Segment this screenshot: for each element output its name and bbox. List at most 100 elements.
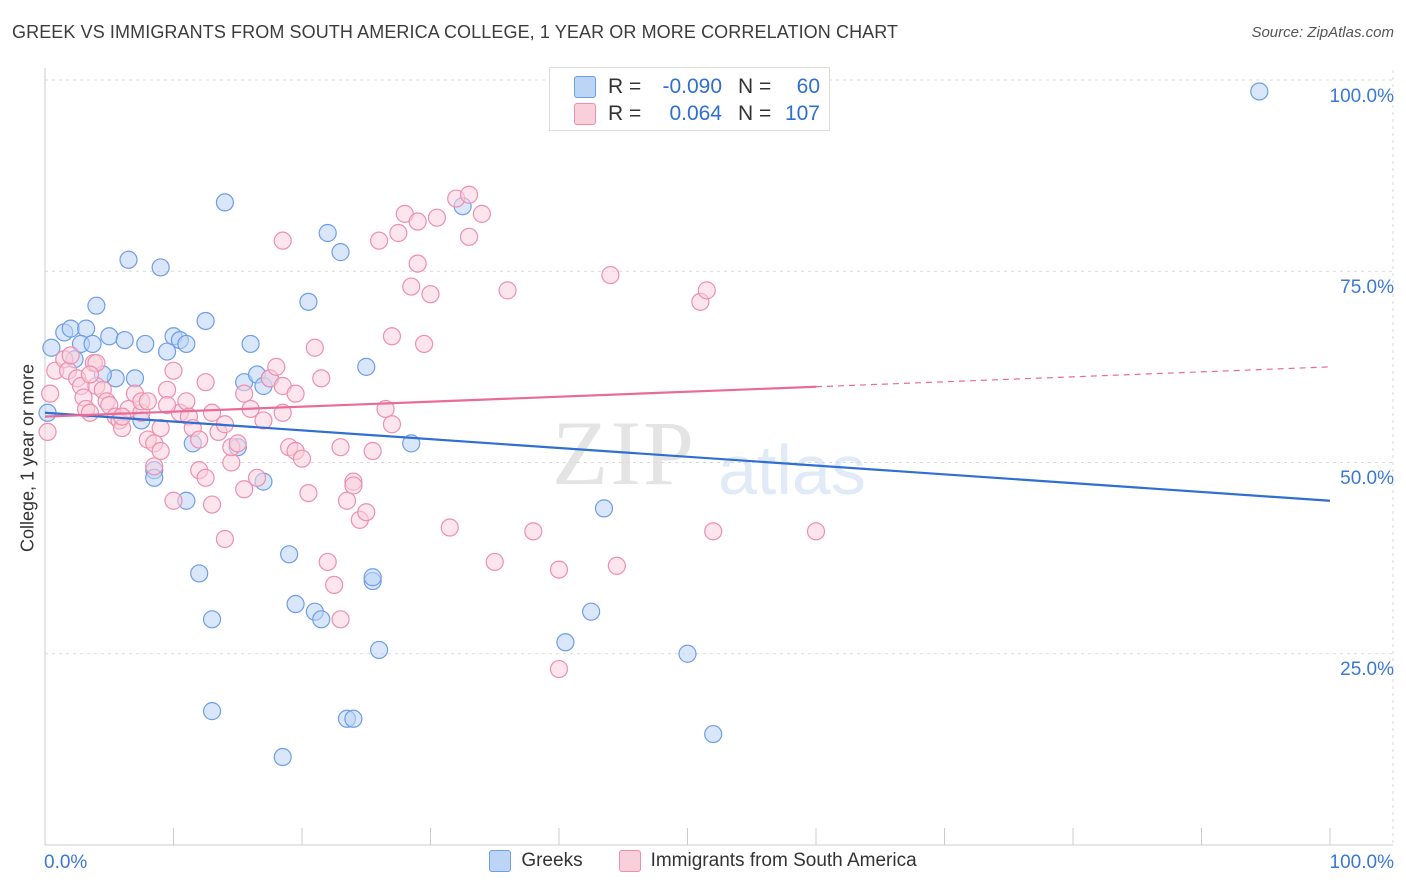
immigrants-swatch [574, 103, 596, 125]
trend-lines [44, 366, 1331, 502]
data-point [331, 438, 350, 457]
data-point [370, 231, 389, 250]
r-label: R = [608, 102, 642, 125]
data-point [177, 334, 196, 354]
data-point [594, 499, 614, 518]
data-point [190, 430, 209, 449]
axes [44, 68, 1393, 846]
trend-line-immigrants [44, 385, 817, 418]
data-point [299, 484, 318, 503]
data-point [222, 453, 241, 472]
data-point [196, 468, 215, 487]
data-point [273, 231, 292, 250]
x-tick-label-min: 0.0% [44, 852, 88, 873]
legend-item-immigrants[interactable]: Immigrants from South America [618, 850, 917, 872]
data-point [382, 327, 402, 346]
data-point [1250, 82, 1269, 101]
greeks-n-value: 60 [796, 75, 820, 98]
data-point [427, 208, 447, 227]
y-tick-label-75: 75.0% [1340, 277, 1394, 298]
trend-line-immigrants-dashed [815, 366, 1331, 388]
data-point [344, 476, 363, 495]
data-point [402, 277, 421, 296]
data-point [87, 296, 106, 315]
data-point [228, 434, 247, 453]
n-label: N = [738, 102, 772, 125]
data-point [485, 552, 504, 572]
data-point [241, 334, 260, 354]
data-point [556, 633, 575, 652]
data-point [286, 384, 305, 403]
data-point [202, 610, 222, 629]
data-point [80, 403, 100, 422]
data-point [357, 357, 376, 376]
data-point [286, 594, 305, 614]
data-point [125, 369, 145, 388]
immigrants-r-value: 0.064 [669, 102, 722, 125]
data-point [235, 480, 254, 499]
data-point [459, 227, 479, 246]
x-tick-label-max: 100.0% [1329, 852, 1394, 873]
data-point [312, 610, 331, 629]
data-point [247, 468, 267, 487]
data-point [151, 418, 170, 438]
data-point [292, 449, 312, 468]
data-point [601, 265, 620, 285]
data-point [549, 659, 569, 679]
data-point [202, 702, 222, 721]
data-point [77, 319, 96, 338]
data-point [273, 747, 292, 767]
watermark-atlas: atlas [718, 431, 866, 509]
legend-item-greeks[interactable]: Greeks [489, 850, 583, 872]
data-point [157, 342, 177, 361]
series-immigrants [38, 185, 826, 679]
data-point [138, 392, 157, 411]
data-point [145, 457, 164, 476]
legend-label-immigrants: Immigrants from South America [650, 850, 917, 871]
data-point [151, 441, 170, 461]
data-point [157, 396, 177, 415]
data-point [376, 399, 395, 419]
data-point [42, 338, 61, 357]
data-point [549, 560, 569, 579]
data-point [41, 384, 60, 403]
stats-row-greeks: R = -0.090 N = 60 [574, 74, 820, 100]
data-point [100, 327, 119, 346]
data-point [704, 724, 723, 744]
data-point [196, 311, 215, 331]
data-point [280, 545, 299, 564]
data-point [164, 361, 183, 380]
legend-swatch-immigrants [618, 850, 641, 872]
data-point [151, 258, 170, 277]
y-tick-label-50: 50.0% [1340, 468, 1394, 489]
data-point [697, 281, 716, 300]
data-point [421, 285, 440, 304]
legend: Greeks Immigrants from South America [0, 850, 1406, 872]
data-point [119, 250, 138, 269]
data-point [80, 365, 100, 384]
data-point [472, 204, 491, 223]
data-point [408, 254, 427, 273]
data-point [115, 331, 134, 350]
data-point [678, 644, 697, 663]
data-point [704, 522, 723, 541]
legend-swatch-greeks [489, 850, 512, 872]
data-point [459, 185, 479, 204]
stats-row-immigrants: R = 0.064 N = 107 [574, 101, 820, 127]
data-point [136, 334, 155, 354]
data-point [440, 518, 459, 537]
greeks-r-value: -0.090 [662, 75, 722, 98]
data-point [196, 373, 215, 392]
chart-title: GREEK VS IMMIGRANTS FROM SOUTH AMERICA C… [12, 22, 899, 42]
data-point [215, 193, 234, 212]
y-tick-label-25: 25.0% [1340, 659, 1394, 680]
data-point [382, 415, 402, 434]
data-point [318, 552, 337, 572]
data-point [337, 491, 357, 510]
data-point [325, 575, 344, 595]
data-point [389, 223, 408, 243]
data-point [164, 491, 183, 510]
data-point [38, 422, 57, 441]
data-point [215, 529, 234, 549]
source-note: Source: ZipAtlas.com [1251, 24, 1394, 41]
